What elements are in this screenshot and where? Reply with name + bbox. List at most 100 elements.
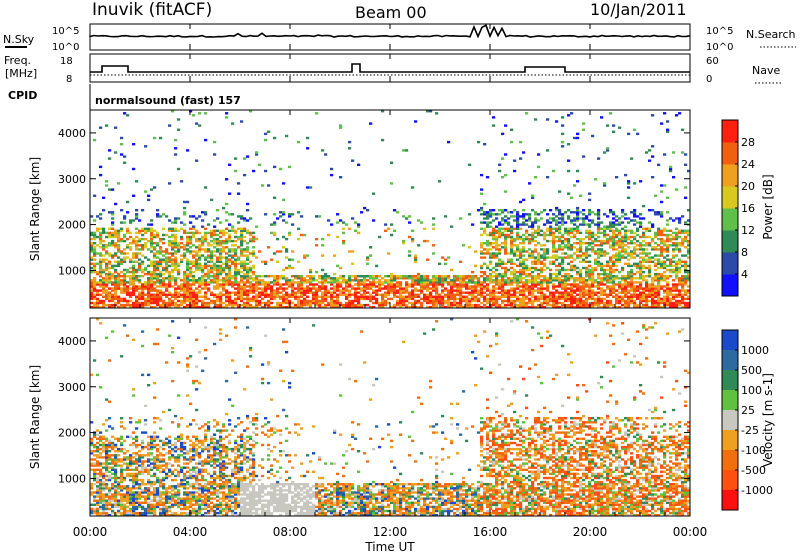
heatmap-cell bbox=[138, 231, 142, 235]
heatmap-cell bbox=[567, 169, 571, 173]
heatmap-cell bbox=[117, 237, 121, 241]
heatmap-cell bbox=[504, 275, 508, 278]
heatmap-cell bbox=[498, 262, 502, 265]
heatmap-cell bbox=[249, 289, 253, 292]
heatmap-cell bbox=[138, 244, 142, 247]
heatmap-cell bbox=[255, 295, 259, 298]
heatmap-cell bbox=[282, 283, 286, 286]
heatmap-cell bbox=[576, 213, 580, 216]
heatmap-cell bbox=[393, 305, 397, 309]
heatmap-cell bbox=[486, 283, 490, 286]
heatmap-cell bbox=[183, 289, 187, 292]
heatmap-cell bbox=[549, 209, 553, 212]
heatmap-cell bbox=[273, 223, 277, 226]
heatmap-cell bbox=[207, 277, 211, 280]
heatmap-cell bbox=[585, 293, 589, 296]
heatmap-cell bbox=[489, 299, 493, 303]
heatmap-cell bbox=[300, 233, 304, 237]
heatmap-cell bbox=[582, 283, 586, 286]
heatmap-cell bbox=[564, 275, 568, 278]
heatmap-cell bbox=[303, 256, 307, 259]
heatmap-cell bbox=[642, 305, 646, 309]
heatmap-cell bbox=[507, 229, 511, 232]
heatmap-cell bbox=[531, 295, 535, 298]
heatmap-cell bbox=[273, 196, 277, 199]
heatmap-cell bbox=[168, 242, 172, 245]
heatmap-cell bbox=[198, 237, 202, 241]
heatmap-cell bbox=[534, 260, 538, 263]
heatmap-cell bbox=[174, 258, 178, 261]
heatmap-cell bbox=[174, 260, 178, 263]
heatmap-cell bbox=[102, 246, 106, 249]
heatmap-cell bbox=[315, 244, 319, 247]
heatmap-cell bbox=[540, 229, 544, 232]
heatmap-cell bbox=[396, 295, 400, 298]
heatmap-cell bbox=[618, 217, 622, 220]
heatmap-cell bbox=[522, 248, 526, 251]
heatmap-cell bbox=[618, 305, 622, 309]
heatmap-cell bbox=[582, 281, 586, 284]
heatmap-cell bbox=[213, 225, 217, 228]
heatmap-cell bbox=[372, 277, 376, 280]
heatmap-cell bbox=[147, 258, 151, 261]
heatmap-cell bbox=[510, 258, 514, 261]
colorbar-swatch bbox=[722, 186, 738, 209]
heatmap-cell bbox=[141, 268, 145, 272]
heatmap-cell bbox=[672, 303, 676, 307]
heatmap-cell bbox=[531, 256, 535, 259]
heatmap-cell bbox=[591, 239, 595, 243]
heatmap-cell bbox=[312, 277, 316, 280]
heatmap-cell bbox=[603, 235, 607, 239]
heatmap-cell bbox=[282, 198, 286, 202]
heatmap-cell bbox=[507, 223, 511, 226]
heatmap-cell bbox=[261, 291, 265, 294]
heatmap-cell bbox=[633, 299, 637, 303]
heatmap-cell bbox=[195, 287, 199, 290]
heatmap-cell bbox=[648, 283, 652, 286]
heatmap-cell bbox=[159, 258, 163, 261]
heatmap-cell bbox=[423, 275, 427, 278]
heatmap-cell bbox=[102, 209, 106, 212]
heatmap-cell bbox=[555, 219, 559, 222]
heatmap-cell bbox=[186, 258, 190, 261]
heatmap-cell bbox=[357, 303, 361, 307]
heatmap-cell bbox=[624, 256, 628, 259]
heatmap-cell bbox=[405, 283, 409, 286]
heatmap-cell bbox=[384, 229, 388, 232]
heatmap-cell bbox=[240, 233, 244, 237]
heatmap-cell bbox=[432, 297, 436, 301]
heatmap-cell bbox=[339, 126, 343, 129]
nave-label: Nave bbox=[752, 64, 780, 77]
heatmap-cell bbox=[105, 293, 109, 296]
heatmap-cell bbox=[402, 291, 406, 294]
heatmap-cell bbox=[540, 305, 544, 309]
heatmap-cell bbox=[636, 233, 640, 237]
heatmap-cell bbox=[609, 237, 613, 241]
heatmap-cell bbox=[567, 143, 571, 146]
heatmap-cell bbox=[612, 256, 616, 259]
heatmap-cell bbox=[465, 281, 469, 284]
heatmap-cell bbox=[660, 213, 664, 216]
heatmap-cell bbox=[597, 227, 601, 230]
heatmap-cell bbox=[522, 221, 526, 224]
heatmap-cell bbox=[513, 291, 517, 294]
heatmap-cell bbox=[486, 225, 490, 228]
heatmap-cell bbox=[510, 262, 514, 265]
colorbar-swatch bbox=[722, 120, 738, 143]
heatmap-cell bbox=[576, 231, 580, 235]
heatmap-cell bbox=[492, 229, 496, 232]
heatmap-cell bbox=[111, 293, 115, 296]
cpid-label: CPID bbox=[8, 89, 37, 102]
heatmap-cell bbox=[618, 126, 622, 129]
heatmap-cell bbox=[99, 217, 103, 220]
heatmap-cell bbox=[366, 262, 370, 265]
heatmap-cell bbox=[321, 297, 325, 301]
heatmap-cell bbox=[540, 254, 544, 257]
heatmap-cell bbox=[561, 235, 565, 239]
heatmap-cell bbox=[684, 301, 688, 305]
heatmap-cell bbox=[195, 297, 199, 301]
heatmap-cell bbox=[99, 507, 103, 511]
heatmap-cell bbox=[654, 211, 658, 214]
heatmap-cell bbox=[570, 289, 574, 292]
heatmap-cell bbox=[93, 219, 97, 222]
